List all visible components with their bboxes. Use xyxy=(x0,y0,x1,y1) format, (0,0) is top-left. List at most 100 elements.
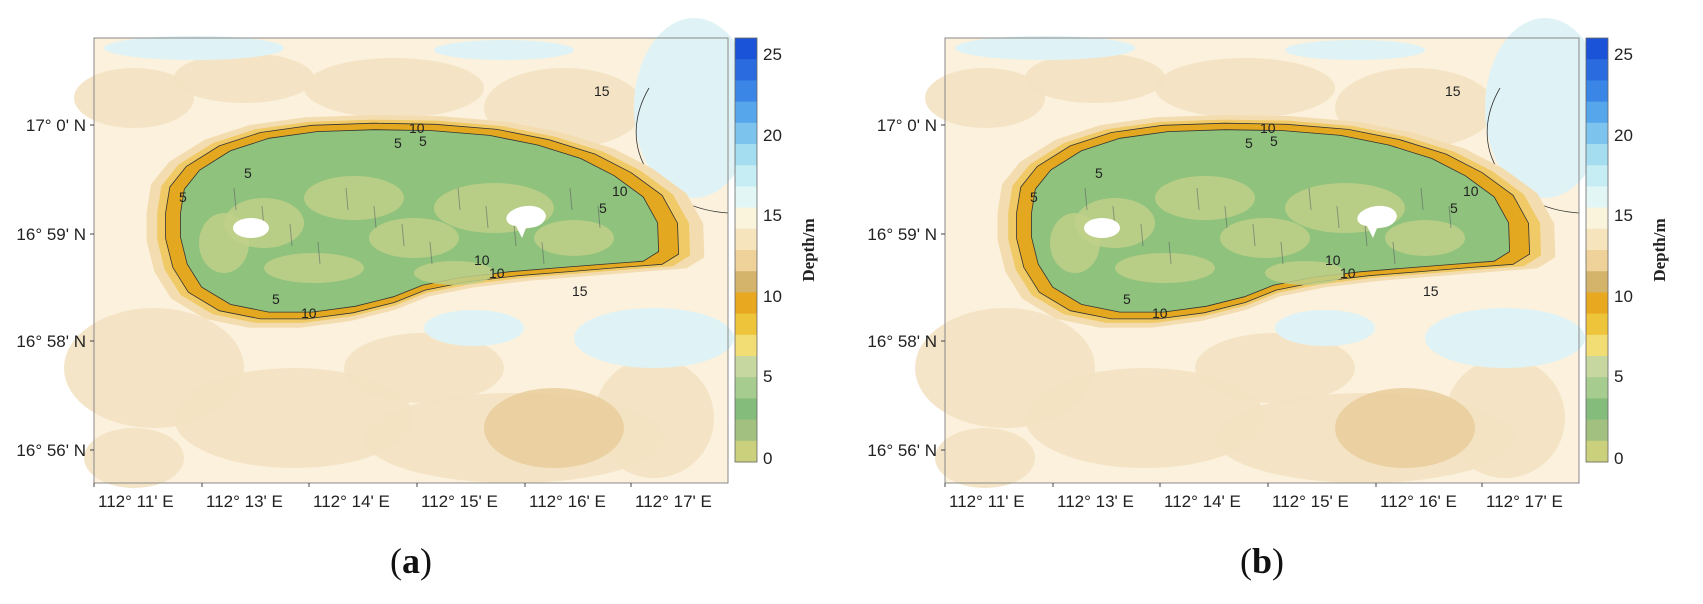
colorbar-tick-label: 5 xyxy=(1614,367,1623,386)
deeper-water-patch xyxy=(574,308,734,368)
reef-flat-patch xyxy=(534,220,614,256)
colorbar-segment xyxy=(735,228,757,251)
colorbar-segment xyxy=(735,38,757,60)
contour-label: 5 xyxy=(1095,165,1103,181)
x-tick-label: 112° 14' E xyxy=(313,492,390,511)
colorbar-tick-label: 15 xyxy=(1614,206,1633,225)
deeper-water-patch xyxy=(955,36,1135,60)
contour-label: 10 xyxy=(1260,120,1276,136)
colorbar-segment xyxy=(735,250,757,272)
shallow-sand-patch xyxy=(935,428,1035,488)
deeper-water-patch xyxy=(434,40,574,60)
colorbar-segment xyxy=(735,440,757,463)
colorbar-segment xyxy=(735,334,757,357)
contour-label: 15 xyxy=(572,283,588,299)
shallow-sand-patch xyxy=(1195,333,1355,403)
reef-flat-patch xyxy=(304,176,404,220)
contour-label: 15 xyxy=(1423,283,1439,299)
colorbar-segment xyxy=(1586,207,1608,230)
colorbar-segment xyxy=(1586,59,1608,81)
x-tick-label: 112° 13' E xyxy=(206,492,283,511)
x-tick-label: 112° 16' E xyxy=(529,492,606,511)
colorbar-segment xyxy=(1586,80,1608,103)
colorbar-frame xyxy=(1585,37,1609,463)
shallow-sand-patch xyxy=(1445,358,1565,478)
contour-label: 5 xyxy=(394,135,402,151)
contour-label: 5 xyxy=(1030,189,1038,205)
deeper-water-patch xyxy=(1425,308,1585,368)
shallow-sand-patch xyxy=(925,68,1045,128)
colorbar-segment xyxy=(735,144,757,166)
contour-label: 5 xyxy=(244,165,252,181)
shallow-sand-patch xyxy=(1025,368,1265,468)
colorbar-segment xyxy=(735,59,757,81)
colorbar-tick-label: 20 xyxy=(1614,126,1633,145)
colorbar-segment xyxy=(735,101,757,124)
contour-label: 10 xyxy=(1340,265,1356,281)
x-tick-label: 112° 17' E xyxy=(635,492,712,511)
contour-label: 5 xyxy=(599,200,607,216)
map-frame xyxy=(944,37,1580,484)
colorbar-segment xyxy=(735,80,757,103)
y-tick-label: 16° 58' N xyxy=(867,332,937,351)
y-tick-label: 16° 58' N xyxy=(16,332,86,351)
colorbar-segment xyxy=(1586,38,1608,60)
contour-label: 10 xyxy=(301,305,317,321)
sand-shoal xyxy=(1335,388,1475,468)
colorbar-segment xyxy=(735,271,757,293)
x-tick-label: 112° 11' E xyxy=(949,492,1025,511)
panel-caption: (b) xyxy=(1239,541,1285,581)
x-tick-label: 112° 17' E xyxy=(1486,492,1563,511)
contour-label: 5 xyxy=(272,291,280,307)
colorbar-segment xyxy=(1586,398,1608,421)
contour-label: 5 xyxy=(1123,291,1131,307)
contour-label: 10 xyxy=(1325,252,1341,268)
colorbar-tick-label: 10 xyxy=(763,287,782,306)
colorbar-segment xyxy=(735,165,757,187)
reef-flat-patch xyxy=(1385,220,1465,256)
deeper-water-patch xyxy=(424,310,524,346)
colorbar-segment xyxy=(1586,419,1608,442)
panel-caption: (a) xyxy=(390,541,432,581)
deeper-water-patch xyxy=(104,36,284,60)
x-tick-label: 112° 15' E xyxy=(421,492,498,511)
shallow-sand-patch xyxy=(1155,58,1335,118)
reef-flat-patch xyxy=(1265,261,1345,285)
colorbar-segment xyxy=(735,292,757,315)
colorbar-frame xyxy=(734,37,758,463)
colorbar-title: Depth/m xyxy=(1650,218,1669,281)
colorbar-segment xyxy=(735,313,757,336)
y-tick-label: 16° 56' N xyxy=(867,441,937,460)
colorbar-segment xyxy=(735,419,757,442)
colorbar-tick-label: 0 xyxy=(1614,449,1623,468)
contour-label: 5 xyxy=(1245,135,1253,151)
island-west xyxy=(233,218,269,238)
island-east xyxy=(506,205,546,238)
colorbar-segment xyxy=(1586,356,1608,378)
shallow-sand-patch xyxy=(344,333,504,403)
colorbar-segment xyxy=(1586,101,1608,124)
colorbar-segment xyxy=(735,122,757,145)
colorbar-segment xyxy=(1586,271,1608,293)
y-tick-label: 16° 59' N xyxy=(16,225,86,244)
reef-flat-patch xyxy=(414,261,494,285)
contour-label: 5 xyxy=(1450,200,1458,216)
colorbar-segment xyxy=(1586,313,1608,336)
colorbar-tick-label: 0 xyxy=(763,449,772,468)
contour-label: 15 xyxy=(1445,83,1461,99)
colorbar-tick-label: 10 xyxy=(1614,287,1633,306)
colorbar-segment xyxy=(735,377,757,399)
x-tick-label: 112° 13' E xyxy=(1057,492,1134,511)
colorbar-tick-label: 5 xyxy=(763,367,772,386)
colorbar-segment xyxy=(1586,144,1608,166)
sand-shoal xyxy=(484,388,624,468)
contour-label: 10 xyxy=(1463,183,1479,199)
shallow-sand-patch xyxy=(84,428,184,488)
y-tick-label: 17° 0' N xyxy=(26,116,86,135)
reef-flat-patch xyxy=(369,218,459,258)
contour-label: 5 xyxy=(419,133,427,149)
contour-label: 10 xyxy=(1152,305,1168,321)
contour-label: 10 xyxy=(489,265,505,281)
